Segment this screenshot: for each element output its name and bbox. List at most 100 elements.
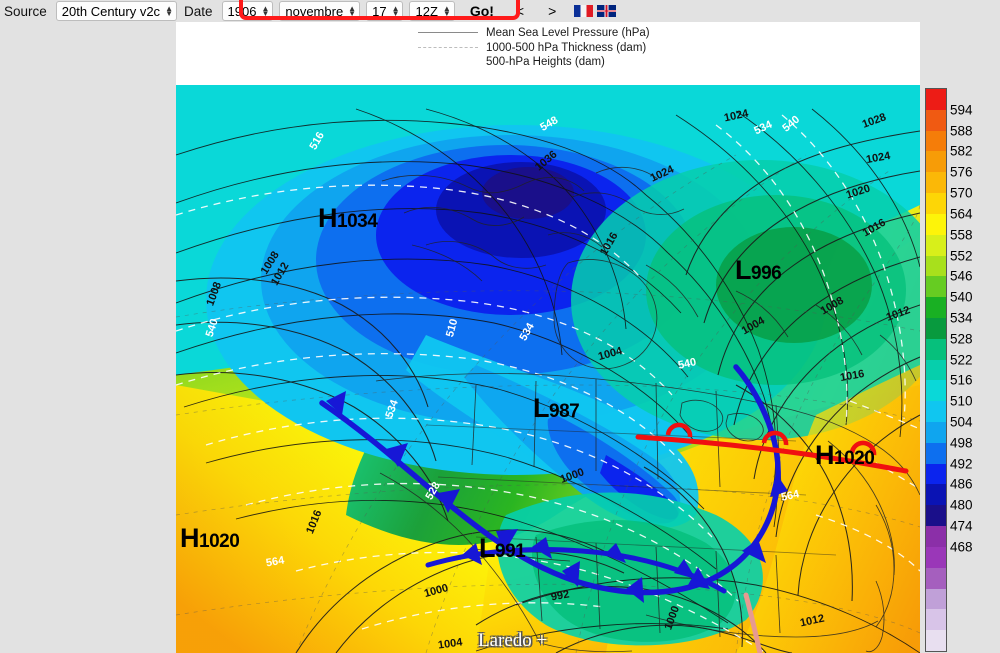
day-select-value: 17 (372, 3, 387, 19)
pressure-center-label: H1020 (180, 523, 240, 553)
colorbar-tick: 528 (950, 331, 973, 347)
hour-select-value: 12Z (415, 3, 438, 19)
colorbar-swatch (926, 213, 946, 235)
dashed-line-icon (418, 46, 478, 48)
map-canvas[interactable]: H1034 L996 L987 H1020 H1020 L991 Laredo … (176, 85, 920, 653)
colorbar-swatch (926, 463, 946, 485)
colorbar-swatch (926, 401, 946, 422)
colorbar-tick: 594 (950, 102, 973, 118)
colorbar-tick-labels: 594 588 582 576 570 564 558 552 546 540 534 528 522 5… (950, 88, 996, 652)
language-switcher (574, 5, 617, 17)
colorbar-tick: 510 (950, 393, 973, 409)
chevron-updown-icon: ▲ ▼ (442, 4, 451, 18)
colorbar-swatch (926, 546, 946, 568)
pressure-center-label: L991 (479, 533, 526, 563)
colorbar-tick: 516 (950, 372, 973, 388)
legend-item-thickness: 1000-500 hPa Thickness (dam) (414, 41, 744, 56)
pressure-center-value: 1020 (834, 448, 875, 469)
colorbar-swatch (926, 442, 946, 464)
uk-flag-icon[interactable] (597, 5, 617, 17)
next-button[interactable]: > (548, 3, 557, 19)
chart-legend: Mean Sea Level Pressure (hPa) 1000-500 h… (414, 26, 744, 84)
pressure-center-type: H (180, 523, 200, 553)
chevron-updown-icon: ▲ ▼ (391, 4, 400, 18)
pressure-center-type: H (318, 203, 338, 233)
colorbar-swatch (926, 130, 946, 152)
day-select[interactable]: 17 ▲ ▼ (366, 1, 404, 21)
weather-chart-figure: Mean Sea Level Pressure (hPa) 1000-500 h… (176, 22, 920, 653)
legend-item-heights: 500-hPa Heights (dam) (414, 55, 744, 70)
colorbar-tick: 582 (950, 143, 973, 159)
colorbar-swatch (926, 317, 946, 339)
colorbar-swatch (926, 255, 946, 277)
colorbar-tick: 588 (950, 123, 973, 139)
pressure-center-value: 996 (751, 263, 782, 284)
colorbar (925, 88, 947, 652)
colorbar-swatch (926, 505, 946, 527)
french-flag-icon[interactable] (574, 5, 594, 17)
month-select[interactable]: novembre ▲ ▼ (279, 1, 361, 21)
warm-front (635, 434, 909, 474)
colorbar-swatch (926, 109, 946, 131)
colorbar-swatch (926, 588, 946, 610)
colorbar-swatch (926, 484, 946, 506)
colorbar-swatch (926, 526, 946, 547)
chevron-updown-icon: ▲ ▼ (165, 4, 173, 18)
colorbar-swatch (926, 234, 946, 256)
colorbar-tick: 486 (950, 476, 973, 492)
warm-front-bumps (665, 422, 877, 456)
colorbar-tick: 480 (950, 497, 973, 513)
colorbar-tick: 474 (950, 518, 973, 534)
colorbar-tick: 552 (950, 248, 973, 264)
colorbar-tick: 534 (950, 310, 973, 326)
colorbar-tick: 564 (950, 206, 973, 222)
pressure-center-label: H1020 (815, 442, 875, 469)
colorbar-swatch (926, 151, 946, 173)
legend-item-mslp: Mean Sea Level Pressure (hPa) (414, 26, 744, 41)
colorbar-tick: 492 (950, 456, 973, 472)
date-label: Date (183, 3, 213, 19)
colorbar-swatch (926, 567, 946, 589)
colorbar-tick: 546 (950, 268, 973, 284)
legend-item-thickness-label: 1000-500 hPa Thickness (dam) (486, 41, 647, 54)
go-button[interactable]: Go! (469, 3, 494, 19)
hour-select[interactable]: 12Z ▲ ▼ (409, 1, 455, 21)
top-toolbar: Source 20th Century v2c ▲ ▼ Date 1906 ▲ ▼ … (0, 0, 1000, 22)
pressure-center-type: L (735, 255, 752, 285)
map-svg (176, 85, 920, 653)
source-select[interactable]: 20th Century v2c ▲ ▼ (55, 1, 177, 21)
solid-line-icon (418, 32, 478, 33)
pressure-center-label: H1034 (318, 203, 378, 233)
colorbar-swatch (926, 422, 946, 443)
colorbar-tick: 540 (950, 289, 973, 305)
occluded-front (743, 592, 763, 653)
pressure-center-value: 991 (495, 541, 526, 562)
city-marker-laredo: Laredo + (478, 630, 548, 651)
cold-front-main (319, 364, 781, 596)
legend-item-heights-label: 500-hPa Heights (dam) (486, 56, 605, 68)
year-select-value: 1906 (227, 3, 257, 19)
colorbar-tick: 576 (950, 164, 973, 180)
colorbar-tick: 504 (950, 414, 973, 430)
legend-item-mslp-label: Mean Sea Level Pressure (hPa) (486, 27, 650, 39)
colorbar-tick: 570 (950, 185, 973, 201)
month-select-value: novembre (285, 3, 344, 19)
pressure-center-value: 1020 (199, 531, 240, 552)
colorbar-tick: 522 (950, 352, 973, 368)
pressure-center-value: 1034 (337, 211, 378, 232)
source-select-value: 20th Century v2c (61, 3, 161, 19)
colorbar-tick: 468 (950, 539, 973, 555)
colorbar-swatch (926, 380, 946, 402)
colorbar-tick: 498 (950, 435, 973, 451)
colorbar-swatch (926, 276, 946, 298)
previous-button[interactable]: < (515, 3, 525, 19)
chevron-updown-icon: ▲ ▼ (348, 4, 357, 18)
colorbar-tick: 558 (950, 227, 973, 243)
colorbar-swatch (926, 630, 946, 651)
colorbar-swatch (926, 338, 946, 360)
pressure-center-type: L (533, 393, 550, 423)
pressure-center-type: L (479, 533, 496, 563)
colorbar-swatch (926, 609, 946, 631)
year-select[interactable]: 1906 ▲ ▼ (221, 1, 274, 21)
colorbar-swatch (926, 297, 946, 318)
